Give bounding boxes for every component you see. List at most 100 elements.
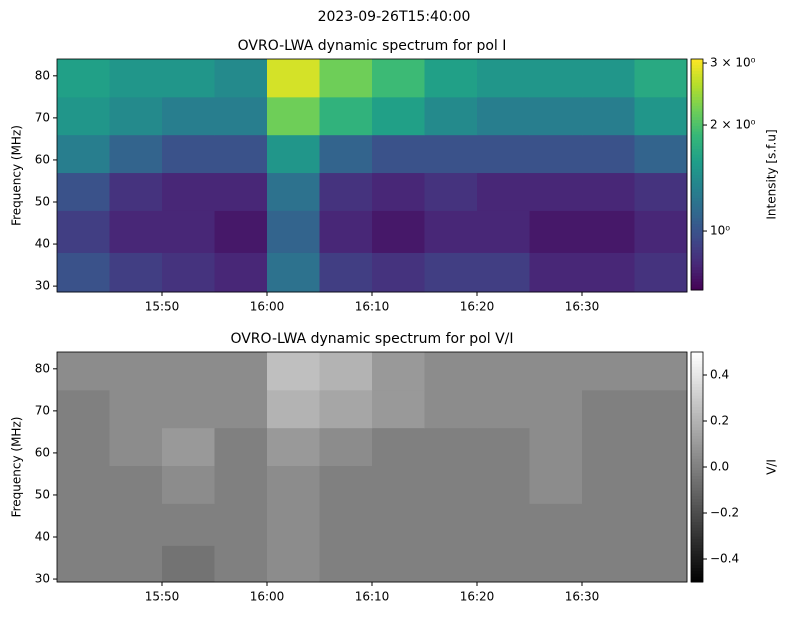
colorbar-step	[691, 547, 703, 551]
colorbar-step	[691, 102, 703, 106]
colorbar-step	[691, 275, 703, 279]
colorbar-step	[691, 96, 703, 100]
colorbar-step	[691, 157, 703, 161]
colorbar-step	[691, 278, 703, 282]
colorbar-step	[691, 206, 703, 210]
y-axis-label: Frequency (MHz)	[10, 417, 24, 518]
panel-title: OVRO-LWA dynamic spectrum for pol V/I	[230, 331, 513, 347]
colorbar-step	[691, 484, 703, 488]
heatmap-cell	[477, 427, 530, 467]
colorbar-step	[691, 392, 703, 396]
colorbar-step	[691, 119, 703, 124]
colorbar-step	[691, 449, 703, 454]
heatmap-cell	[477, 59, 530, 98]
colorbar-step	[691, 561, 703, 566]
heatmap-cell	[162, 172, 215, 211]
colorbar-step	[691, 246, 703, 251]
figure-title: 2023-09-26T15:40:00	[318, 9, 471, 25]
heatmap-cell	[267, 172, 320, 211]
colorbar-step	[691, 518, 703, 523]
heatmap-cell	[424, 427, 478, 467]
colorbar-step	[691, 533, 703, 537]
heatmap-cell	[529, 545, 583, 583]
colorbar-step	[691, 412, 703, 416]
heatmap-cell	[109, 465, 163, 504]
heatmap-cell	[57, 465, 110, 504]
colorbar-step	[691, 513, 703, 517]
heatmap-cell	[214, 134, 268, 174]
colorbar-step	[691, 82, 703, 86]
heatmap-cell	[634, 172, 688, 211]
colorbar-step	[691, 510, 703, 514]
colorbar-step	[691, 515, 703, 520]
heatmap-cell	[109, 59, 163, 98]
y-tick-label: 30	[35, 572, 50, 586]
heatmap-cell	[57, 252, 110, 293]
colorbar-step	[691, 220, 703, 225]
colorbar-step	[691, 452, 703, 456]
colorbar-step	[691, 579, 703, 583]
heatmap-cell	[477, 503, 530, 546]
y-axis-label: Frequency (MHz)	[10, 125, 24, 226]
colorbar-step	[691, 87, 703, 92]
colorbar-step	[691, 386, 703, 390]
heatmap-cell	[634, 389, 688, 429]
colorbar-step	[691, 458, 703, 462]
heatmap-cell	[214, 427, 268, 467]
colorbar-step	[691, 284, 703, 288]
heatmap-cell	[319, 427, 373, 467]
heatmap-cell	[214, 352, 268, 391]
colorbar-step	[691, 492, 703, 497]
colorbar-step	[691, 375, 703, 379]
heatmap-cell	[267, 545, 320, 583]
colorbar-step	[691, 134, 703, 138]
heatmap-cell	[162, 134, 215, 174]
colorbar-step	[691, 429, 703, 433]
heatmap-cell	[424, 172, 478, 211]
heatmap-cell	[424, 352, 478, 391]
x-tick-label: 15:50	[145, 300, 180, 314]
colorbar-step	[691, 212, 703, 216]
colorbar-step	[691, 67, 703, 72]
colorbar-step	[691, 209, 703, 213]
colorbar-step	[691, 380, 703, 385]
y-tick-label: 80	[35, 361, 50, 375]
colorbar-step	[691, 194, 703, 199]
heatmap-cell	[424, 545, 478, 583]
heatmap-cell	[477, 352, 530, 391]
heatmap-cell	[529, 427, 583, 467]
heatmap-cell	[162, 389, 215, 429]
heatmap-cell	[57, 96, 110, 136]
heatmap-cell	[267, 59, 320, 98]
colorbar-step	[691, 507, 703, 511]
heatmap-cell	[214, 96, 268, 136]
colorbar-step	[691, 180, 703, 184]
colorbar-step	[691, 136, 703, 141]
colorbar-step	[691, 363, 703, 367]
colorbar-step	[691, 160, 703, 164]
y-tick-label: 40	[35, 237, 50, 251]
colorbar-step	[691, 478, 703, 482]
heatmap-cell	[267, 389, 320, 429]
colorbar-step	[691, 395, 703, 399]
colorbar-step	[691, 183, 703, 187]
colorbar-step	[691, 217, 703, 222]
colorbar-step	[691, 258, 703, 262]
heatmap-cell	[162, 545, 215, 583]
colorbar-tick-label: 0.4	[710, 368, 729, 382]
heatmap-cell	[582, 172, 635, 211]
heatmap-cell	[529, 465, 583, 504]
colorbar-step	[691, 357, 703, 362]
heatmap-cell	[319, 252, 373, 293]
heatmap-cell	[477, 545, 530, 583]
heatmap-cell	[214, 59, 268, 98]
heatmap-cell	[634, 59, 688, 98]
colorbar-step	[691, 200, 703, 204]
heatmap-cell	[424, 252, 478, 293]
colorbar-frame	[690, 58, 704, 291]
colorbar-tick-label: 0.0	[710, 460, 729, 474]
colorbar-step	[691, 229, 703, 233]
colorbar-tick-label: 3 × 10⁰	[710, 56, 756, 70]
colorbar-step	[691, 165, 703, 170]
colorbar-step	[691, 406, 703, 410]
